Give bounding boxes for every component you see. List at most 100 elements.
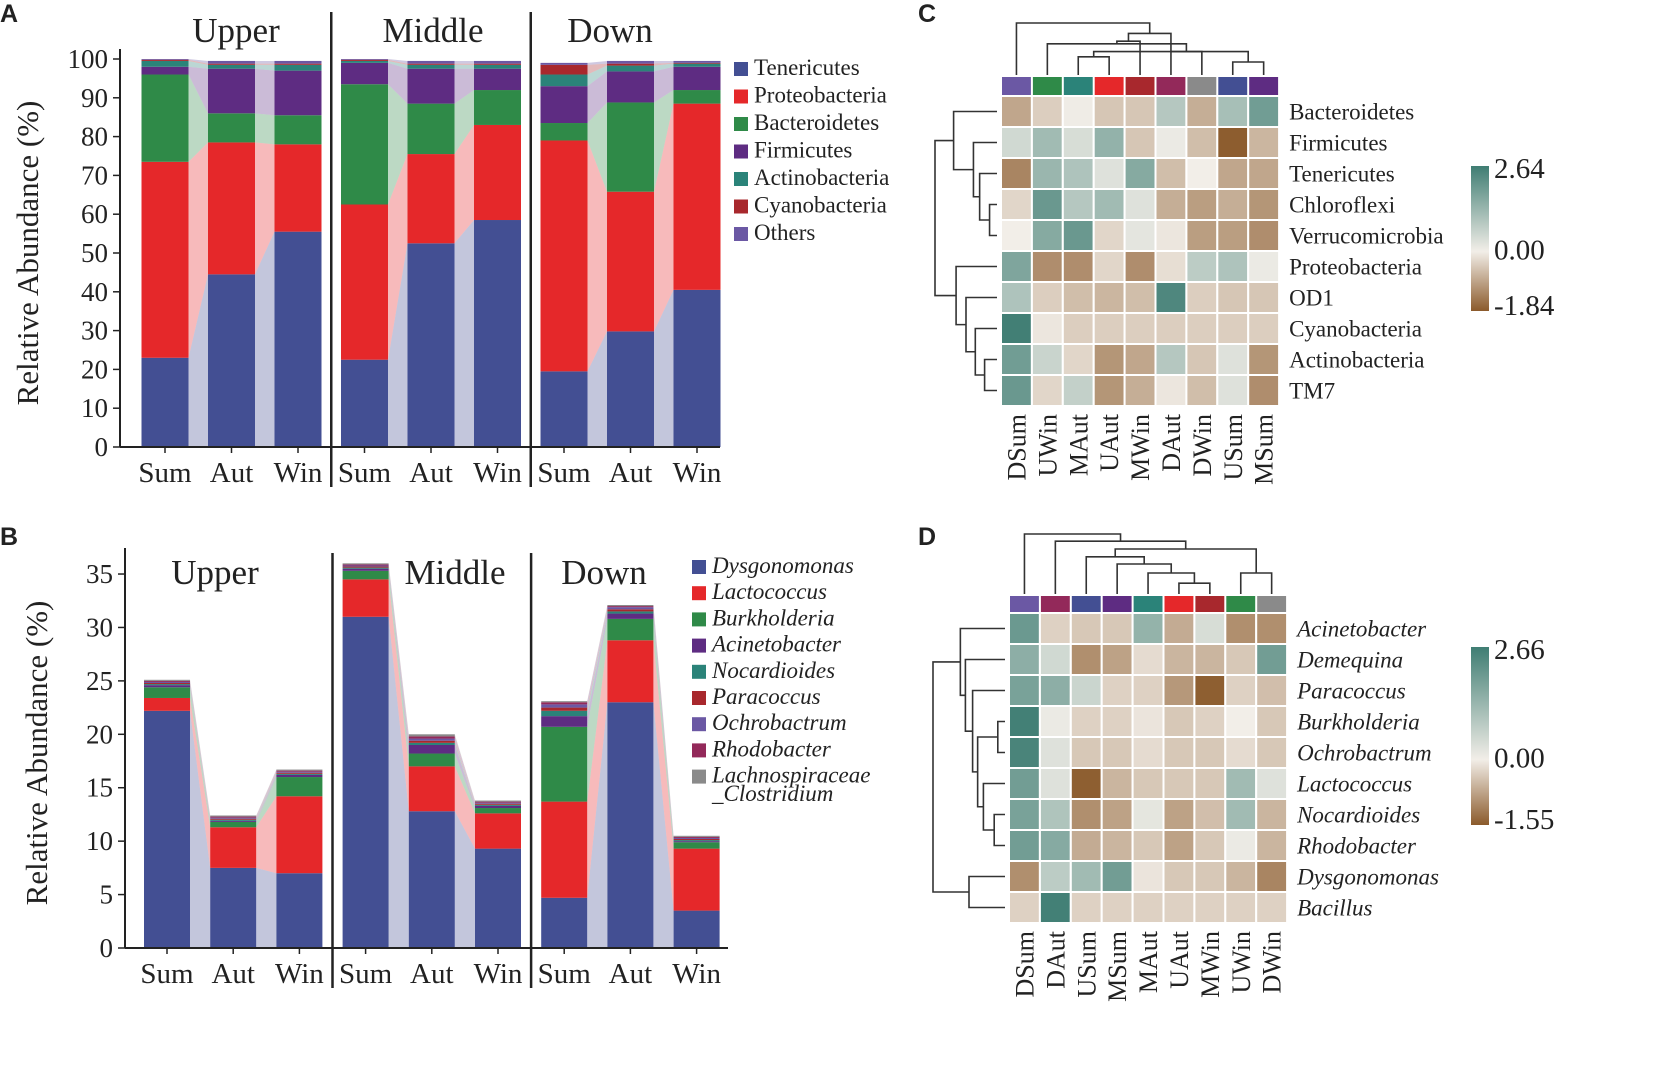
y-tick-label: 40 [81, 277, 108, 307]
heatmap-cell [1255, 612, 1289, 645]
bar-segment-lactococcus [144, 697, 190, 711]
heatmap-cell [1193, 891, 1227, 924]
bar-segment-firmicutes [474, 68, 521, 91]
heatmap-cell [1100, 767, 1134, 800]
bar-segment-burkholderia [673, 842, 720, 849]
bar-segment-cyanobacteria [208, 63, 255, 65]
ribbon-burkholderia [256, 777, 277, 828]
bar-segment-nocardioides [408, 742, 455, 745]
ribbon-others [654, 60, 674, 64]
legend-label-firmicutes: Firmicutes [754, 138, 852, 163]
heatmap-cell [1038, 860, 1072, 893]
column-color-maut [1063, 77, 1093, 95]
group-label-upper: Upper [192, 11, 280, 50]
bar-segment-acinetobacter [475, 805, 521, 809]
heatmap-cell [1162, 891, 1196, 924]
row-label-lactococcus: Lactococcus [1296, 772, 1412, 797]
heatmap-cell [1061, 281, 1095, 314]
ribbon-actinobacteria [587, 65, 607, 87]
x-tick-label: Sum [339, 958, 393, 990]
heatmap-cell [1131, 860, 1165, 893]
bar-segment-actinobacteria [673, 63, 721, 67]
ribbon-others [188, 59, 208, 64]
row-label-tm7: TM7 [1289, 379, 1335, 404]
column-label-mwin: MWin [1196, 931, 1225, 998]
heatmap-cell [1030, 95, 1064, 128]
heatmap-cell [1008, 643, 1041, 676]
column-dendrogram-branch [1023, 533, 1122, 594]
bar-segment-proteobacteria [540, 140, 588, 372]
y-axis-title: Relative Abundance (%) [19, 601, 54, 906]
bar-segment-nocardioides [276, 773, 323, 775]
legend-label-proteobacteria: Proteobacteria [754, 83, 887, 108]
heatmap-cell [1131, 705, 1165, 738]
ribbon-lachnospiraceae-clostridium [256, 769, 277, 817]
bar-segment-burkholderia [541, 726, 588, 802]
bar-segment-paracoccus [342, 566, 389, 568]
bar-segment-dysgonomonas [673, 910, 720, 948]
column-color-daut [1156, 77, 1186, 95]
row-label-nocardioides: Nocardioides [1296, 803, 1420, 828]
y-tick-label: 35 [86, 559, 113, 589]
ribbon-lachnospiraceae-clostridium [388, 563, 409, 737]
x-tick-label: Aut [410, 958, 454, 990]
bar-segment-lachnospiraceae-clostridium [210, 815, 257, 817]
heatmap-cell [1193, 829, 1227, 862]
bar-segment-tenericutes [673, 289, 721, 447]
bar-segment-nocardioides [342, 567, 389, 569]
y-tick-label: 10 [86, 826, 113, 856]
column-dendrogram-branch [1178, 582, 1211, 594]
heatmap-cell [1154, 374, 1188, 407]
ribbon-nocardioides [587, 611, 608, 717]
heatmap-cell [1123, 250, 1157, 283]
heatmap-cell [1123, 219, 1157, 252]
bar-segment-dysgonomonas [408, 811, 455, 948]
heatmap-cell [1216, 95, 1250, 128]
heatmap-cell [1092, 126, 1126, 159]
bar-segment-cyanobacteria [341, 59, 388, 61]
ribbon-proteobacteria [454, 124, 474, 244]
y-axis-title: Relative Abundance (%) [10, 101, 45, 406]
heatmap-cell [1061, 374, 1095, 407]
bar-segment-actinobacteria [274, 64, 322, 71]
row-label-chloroflexi: Chloroflexi [1289, 193, 1395, 218]
bar-segment-others [540, 62, 588, 65]
heatmap-cell [1131, 736, 1165, 769]
bar-segment-lachnospiraceae-clostridium [144, 679, 190, 681]
row-label-proteobacteria: Proteobacteria [1289, 255, 1422, 280]
heatmap-cell [1193, 860, 1227, 893]
ribbon-cyanobacteria [654, 62, 674, 66]
heatmap-cell [1061, 219, 1095, 252]
row-dendrogram-branch [965, 296, 997, 353]
heatmap-cell [1216, 126, 1250, 159]
column-label-dwin: DWin [1188, 414, 1217, 477]
ribbon-tenericutes [454, 220, 474, 447]
y-tick-label: 60 [81, 199, 108, 229]
ribbon-paracoccus [388, 566, 409, 743]
bar-segment-rhodobacter [342, 564, 389, 566]
heatmap-cell [1216, 281, 1250, 314]
bar-segment-others [607, 60, 654, 64]
bar-segment-lachnospiraceae-clostridium [475, 800, 521, 802]
colorbar [1471, 166, 1489, 311]
heatmap-cell [1038, 798, 1072, 831]
bar-segment-cyanobacteria [474, 63, 521, 65]
y-tick-label: 20 [86, 719, 113, 749]
ribbon-firmicutes [188, 66, 208, 114]
bar-segment-actinobacteria [141, 60, 189, 67]
ribbon-firmicutes [587, 71, 607, 124]
heatmap-cell [1008, 829, 1041, 862]
heatmap-cell [1193, 705, 1227, 738]
ribbon-lactococcus [388, 579, 409, 812]
bar-segment-burkholderia [144, 687, 190, 698]
bar-segment-nocardioides [673, 840, 720, 842]
y-tick-label: 5 [100, 880, 114, 910]
ribbon-burkholderia [388, 570, 409, 767]
ribbon-rhodobacter [454, 736, 475, 803]
x-tick-label: Aut [210, 457, 254, 489]
colorbar-label: -1.84 [1494, 290, 1555, 322]
heatmap-cell [1247, 157, 1281, 190]
heatmap-cell [1247, 95, 1281, 128]
bar-segment-ochrobactrum [408, 738, 455, 741]
ribbon-rhodobacter [256, 770, 277, 818]
